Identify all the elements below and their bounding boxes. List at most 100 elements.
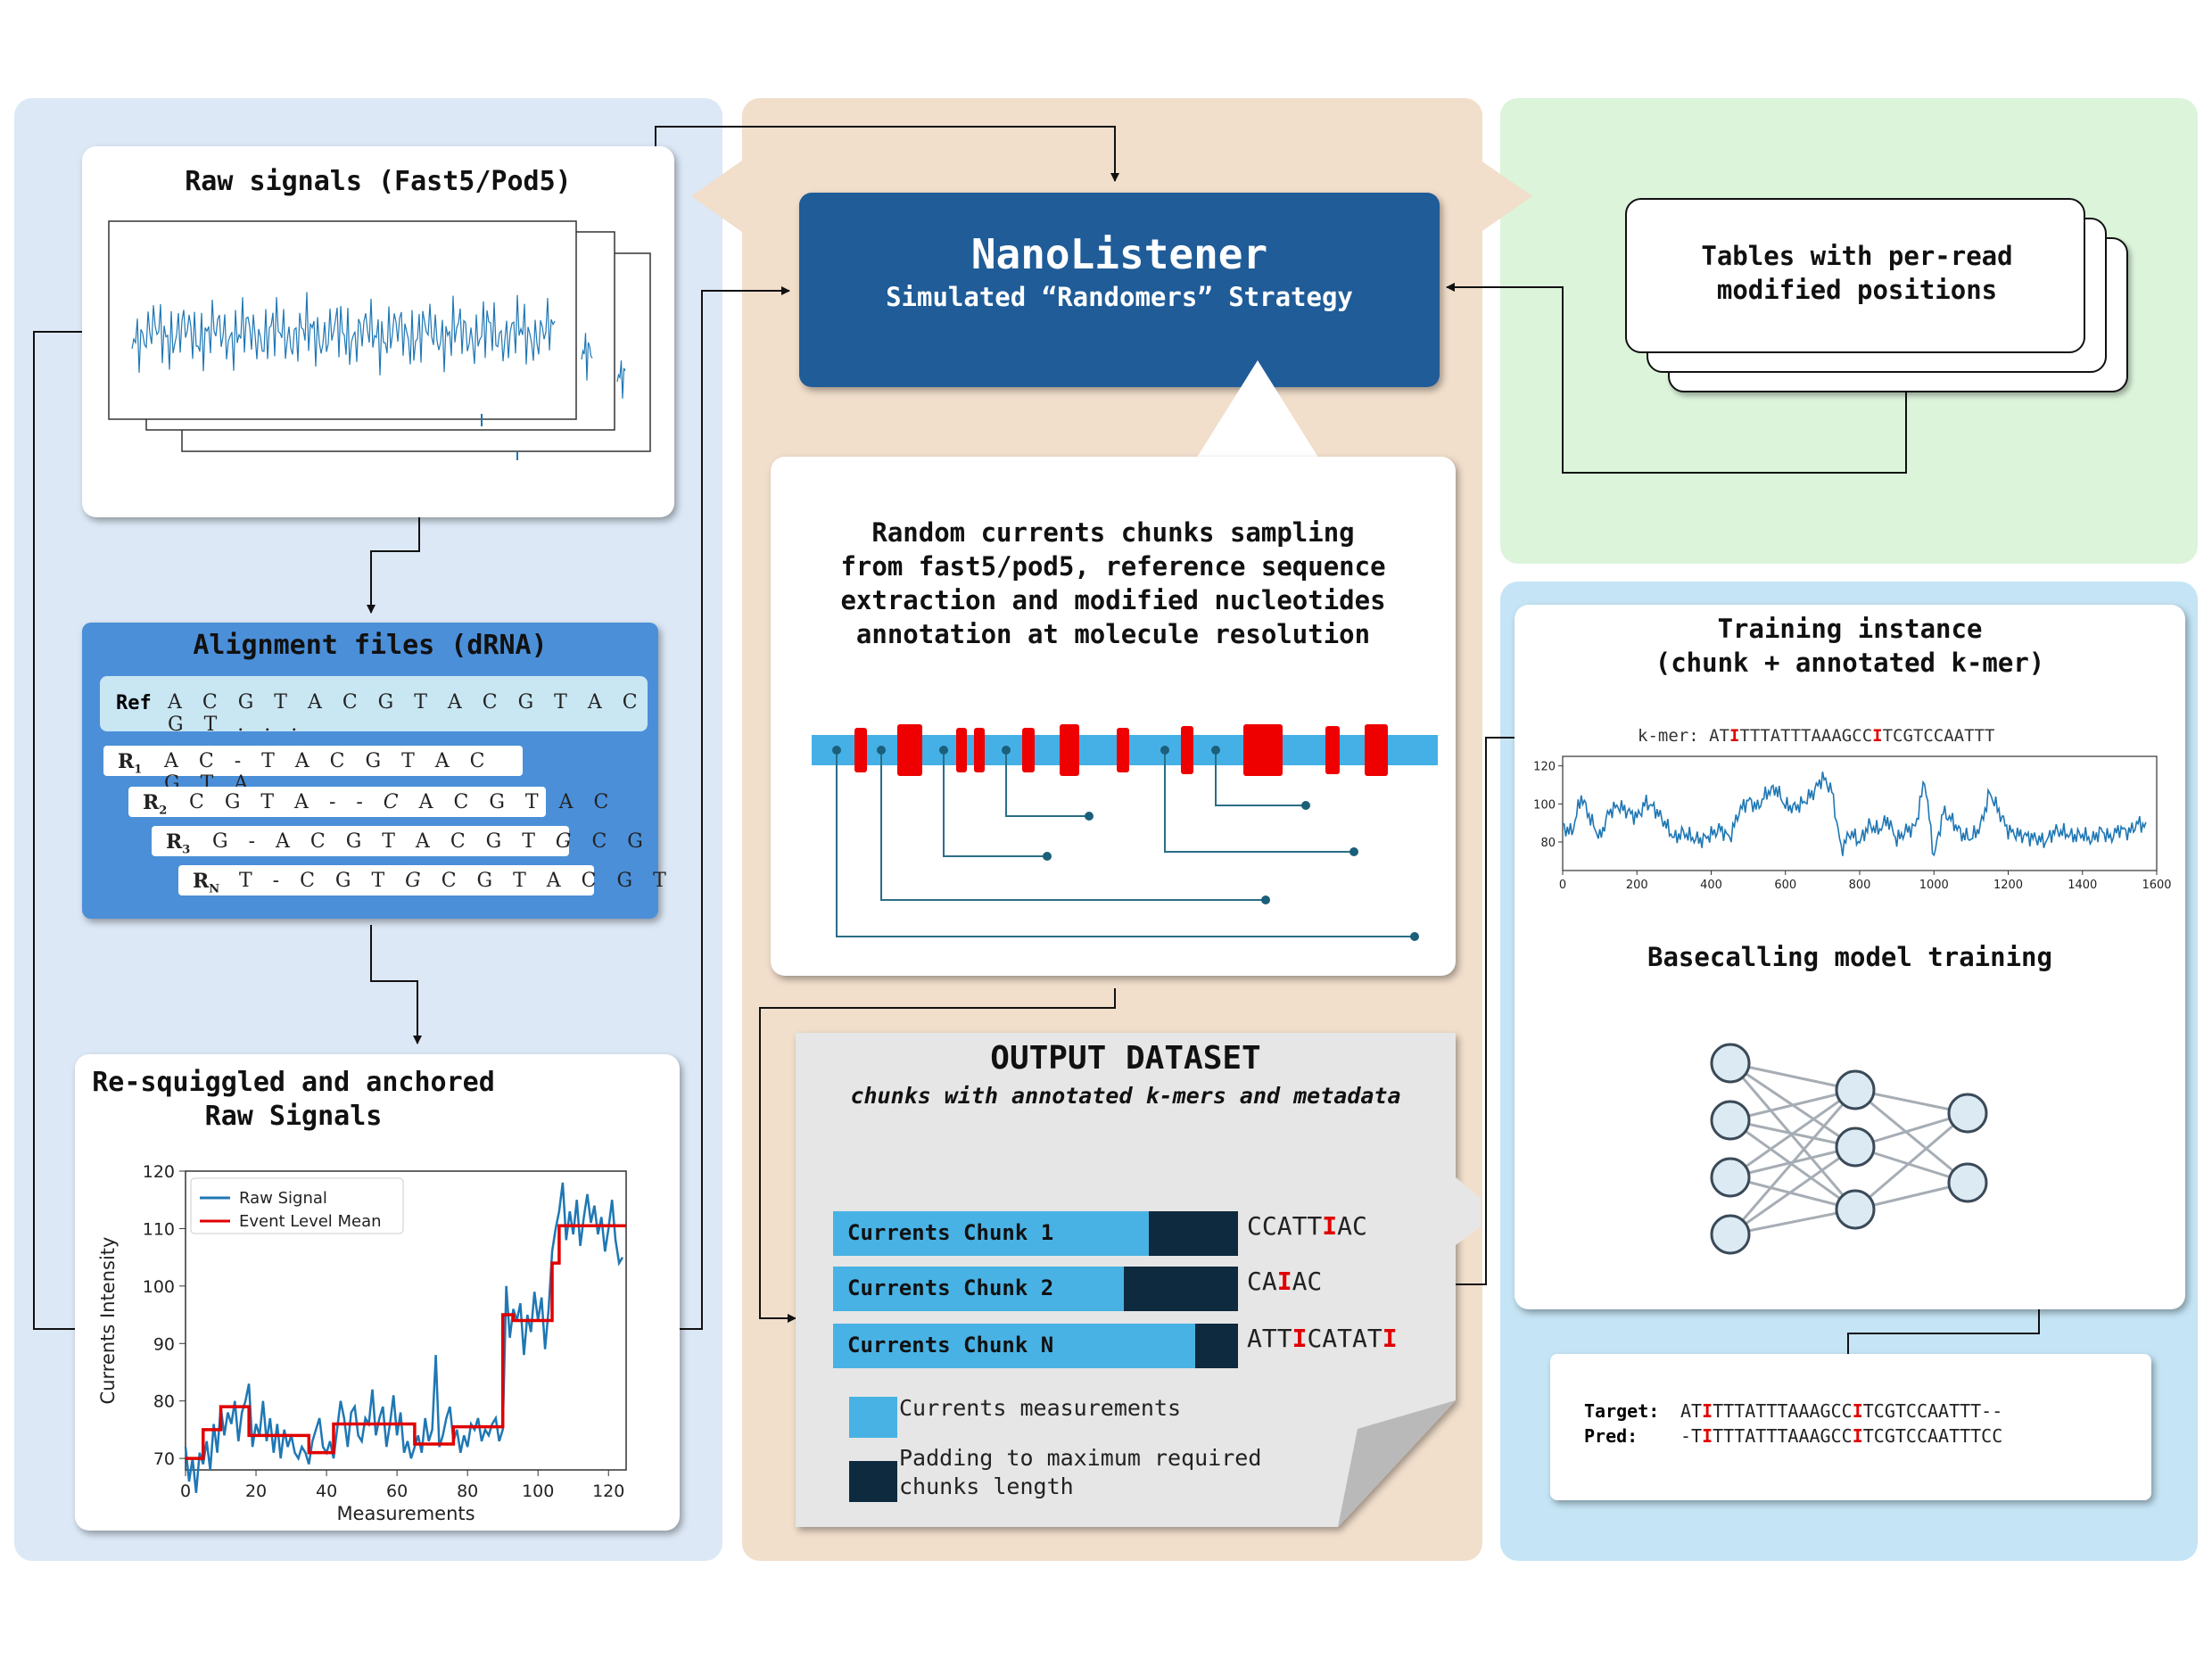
chunk-row-n: Currents Chunk N xyxy=(833,1324,1238,1368)
mod-site xyxy=(1325,726,1340,774)
tables-sheet-front: Tables with per-read modified positions xyxy=(1625,198,2085,353)
raw-signal-line xyxy=(184,1182,624,1493)
chunk-padding-n xyxy=(1195,1324,1238,1368)
arrow-raw-to-resquiggle-left xyxy=(33,331,89,1333)
annotation-line xyxy=(1005,750,1089,817)
read-label-2: R2 xyxy=(143,791,168,818)
chunk-kmer-1: CCATTIAC xyxy=(1247,1211,1367,1241)
x-tick-label: 0 xyxy=(1559,879,1566,890)
annotation-dot xyxy=(939,746,948,755)
annotation-dot xyxy=(832,746,841,755)
annotation-line xyxy=(1164,750,1354,853)
mod-site xyxy=(897,724,922,776)
read-row-n: RN T - C G T G C G T A C G T xyxy=(178,865,666,896)
chunk-padding-1 xyxy=(1149,1211,1238,1256)
mod-site xyxy=(1181,726,1193,774)
output-pointer xyxy=(1456,1177,1481,1245)
mod-site xyxy=(1117,728,1129,772)
sampling-text-3: extraction and modified nucleotides xyxy=(840,585,1386,615)
annotation-dot xyxy=(1043,852,1052,861)
x-tick-label: 20 xyxy=(245,1482,267,1501)
resquiggle-title-1: Re-squiggled and anchored xyxy=(92,1067,495,1098)
y-tick-label: 100 xyxy=(1533,798,1556,812)
x-tick-label: 1400 xyxy=(2068,879,2097,890)
y-axis-label: Currents Intensity xyxy=(97,1237,119,1405)
target-sequence: ATITTTATTTAAAGCCITCGTCCAATTT-- xyxy=(1680,1400,2003,1422)
resquiggle-chart: 0 20 40 60 80 100 120 70 80 90 100 110 120 Measuremen… xyxy=(97,1162,627,1524)
nanolistener-box: NanoListener Simulated “Randomers” Strat… xyxy=(799,193,1440,387)
y-tick-label: 80 xyxy=(1540,837,1556,850)
raw-signals-title: Raw signals (Fast5/Pod5) xyxy=(185,166,572,197)
left-wedge xyxy=(691,152,755,241)
annotation-dot xyxy=(1301,801,1310,810)
training-card: Training instance (chunk + annotated k-m… xyxy=(1515,605,2185,1309)
tables-text-2: modified positions xyxy=(1716,275,1998,305)
right-wedge xyxy=(1468,152,1532,241)
y-tick-label: 70 xyxy=(153,1449,175,1469)
training-plot-area xyxy=(1562,755,2158,871)
x-tick-label: 120 xyxy=(592,1482,624,1501)
mod-site xyxy=(854,728,867,772)
legend-measure-label: Currents measurements xyxy=(899,1395,1182,1421)
raw-signal-trace-mid xyxy=(581,333,593,381)
alignment-title: Alignment files (dRNA) xyxy=(193,630,548,661)
legend-measure-swatch xyxy=(849,1397,897,1438)
y-tick-label: 80 xyxy=(153,1392,175,1412)
read-seq-3: G - A C G T A C G T G C G xyxy=(212,830,650,853)
x-tick-label: 600 xyxy=(1774,879,1796,890)
alignment-card: Alignment files (dRNA) Ref A C G T A C G… xyxy=(82,623,666,919)
x-tick-label: 100 xyxy=(522,1482,554,1501)
read-label-1: R1 xyxy=(118,750,143,777)
read-row-2: R2 C G T A - - C A C G T A C xyxy=(128,787,608,818)
legend-pad-label-1: Padding to maximum required xyxy=(899,1445,1262,1471)
target-label: Target: xyxy=(1584,1400,1660,1422)
annotation-dot xyxy=(1211,746,1220,755)
nn-node xyxy=(1710,1214,1751,1255)
training-title-2: (chunk + annotated k-mer) xyxy=(1655,648,2045,678)
x-tick-label: 1000 xyxy=(1919,879,1949,890)
x-tick-label: 40 xyxy=(316,1482,337,1501)
x-tick-label: 1200 xyxy=(1993,879,2023,890)
output-title: OUTPUT DATASET xyxy=(990,1040,1261,1077)
annotation-dot xyxy=(1410,932,1419,941)
chunk-kmer-n: ATTICATATI xyxy=(1247,1324,1398,1353)
nn-node xyxy=(1835,1189,1876,1230)
annotation-line xyxy=(1215,750,1306,806)
neural-network xyxy=(1710,1043,1988,1255)
sampling-text-4: annotation at molecule resolution xyxy=(855,619,1371,649)
raw-stack-front xyxy=(108,220,577,420)
model-title: Basecalling model training xyxy=(1647,942,2052,972)
mod-site xyxy=(956,728,967,772)
mod-site xyxy=(1365,724,1388,776)
x-tick-label: 80 xyxy=(457,1482,478,1501)
chunk-row-2: Currents Chunk 2 xyxy=(833,1267,1238,1311)
nn-node xyxy=(1835,1069,1876,1110)
raw-signal-trace-back xyxy=(616,360,626,399)
sampling-card: Random currents chunks sampling from fas… xyxy=(771,457,1456,976)
ref-label: Ref xyxy=(116,692,152,714)
chunk-label-1: Currents Chunk 1 xyxy=(847,1220,1054,1245)
arrow-raw-to-alignment xyxy=(367,484,420,614)
read-row-3: R3 G - A C G T A C G T G C G xyxy=(152,826,643,857)
read-label-3: R3 xyxy=(166,830,191,857)
read-row-1: R1 A C - T A C G T A C G T A xyxy=(103,746,523,795)
chunk-label-2: Currents Chunk 2 xyxy=(847,1275,1054,1300)
annotation-line xyxy=(880,750,1266,901)
sampling-text-2: from fast5/pod5, reference sequence xyxy=(840,551,1386,582)
y-tick-label: 100 xyxy=(143,1277,175,1297)
raw-signals-stack xyxy=(108,220,651,460)
event-mean-line xyxy=(186,1224,626,1460)
arrow-tables-to-nanolistener xyxy=(1446,283,1907,474)
read-seq-n: T - C G T G C G T A C G T xyxy=(239,870,673,892)
chunk-kmer-2: CAIAC xyxy=(1247,1267,1323,1296)
annotation-line xyxy=(836,750,1415,937)
pred-sequence: -TITTTATTTAAAGCCITCGTCCAATTTCC xyxy=(1680,1425,2003,1447)
read-label-n: RN xyxy=(193,870,220,896)
nanolistener-subtitle: Simulated “Randomers” Strategy xyxy=(886,282,1353,312)
ref-row: Ref A C G T A C G T A C G T A C G T . . … xyxy=(100,676,648,736)
x-tick-label: 1600 xyxy=(2142,879,2171,890)
sequence-annotation-diagram xyxy=(812,724,1438,941)
annotation-line xyxy=(943,750,1047,857)
mod-site xyxy=(974,728,985,772)
annotation-dot xyxy=(1002,746,1011,755)
